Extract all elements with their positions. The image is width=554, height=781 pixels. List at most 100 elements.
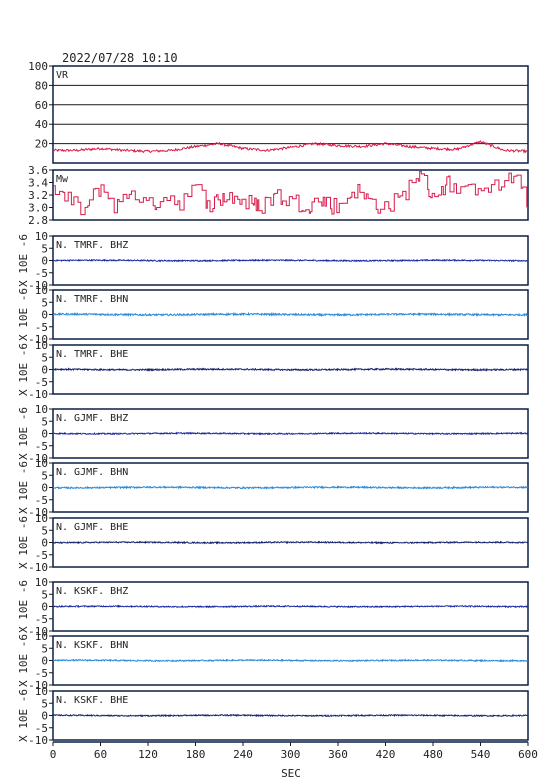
waveform-label-n-kskf-bhz: N. KSKF. BHZ [56,586,128,597]
waveform-n-gjmf-bhz-y-tick-label: 5 [41,415,48,428]
waveform-series-n-kskf-bhn [52,658,529,663]
vr-panel-frame [52,65,529,164]
waveform-y-axis-title: X 10E -6 [17,516,30,569]
waveform-n-kskf-bhn-y-tick-label: 10 [35,630,48,643]
x-tick-label: 420 [376,748,396,761]
vr-panel-label: VR [56,70,69,81]
waveform-n-gjmf-bhn-y-tick-label: 10 [35,457,48,470]
waveform-label-n-tmrf-bhz: N. TMRF. BHZ [56,240,128,251]
waveform-n-gjmf-bhe-y-tick-label: 0 [41,537,48,550]
waveform-n-gjmf-bhn-y-tick-label: -5 [35,494,48,507]
waveform-y-axis-title: X 10E -6 [17,689,30,742]
x-tick-label: 540 [471,748,491,761]
waveform-y-axis-title: X 10E -6 [17,343,30,396]
waveform-series-n-kskf-bhe [52,713,529,718]
waveform-n-kskf-bhz-y-tick-label: 10 [35,576,48,589]
x-tick-label: 60 [94,748,107,761]
waveform-y-axis-title: X 10E -6 [17,407,30,460]
waveform-series-n-gjmf-bhn [52,485,529,490]
waveform-n-tmrf-bhe-y-tick-label: -5 [35,376,48,389]
waveform-label-n-gjmf-bhz: N. GJMF. BHZ [56,413,128,424]
waveform-label-n-tmrf-bhn: N. TMRF. BHN [56,294,128,305]
x-axis: 0 60 120 180 240 300 360 420 480 540 600 [50,741,538,761]
waveform-n-gjmf-bhz-y-tick-label: -5 [35,440,48,453]
vr-panel: 20 40 60 80 100 VR [28,60,529,164]
waveform-n-gjmf-bhn-y-tick-label: 0 [41,482,48,495]
x-tick-label: 180 [186,748,206,761]
waveform-n-kskf-bhe-y-tick-label: 5 [41,697,48,710]
vr-y-tick-label: 100 [28,60,48,73]
waveform-n-gjmf-bhz-y-tick-label: 10 [35,403,48,416]
waveform-n-kskf-bhz-y-tick-label: -5 [35,613,48,626]
waveform-n-kskf-bhe-y-tick-label: 10 [35,685,48,698]
waveform-n-tmrf-bhz-y-tick-label: -10 [28,279,48,292]
waveform-series-n-kskf-bhz [52,604,529,609]
x-tick-label: 120 [138,748,158,761]
waveform-label-n-tmrf-bhe: N. TMRF. BHE [56,349,128,360]
waveform-n-kskf-bhn-y-tick-label: -5 [35,667,48,680]
waveform-n-tmrf-bhe-y-tick-label: 5 [41,351,48,364]
waveform-label-n-gjmf-bhe: N. GJMF. BHE [56,522,128,533]
waveform-n-tmrf-bhz-y-tick-label: -5 [35,267,48,280]
waveform-n-kskf-bhe-y-tick-label: 0 [41,710,48,723]
waveform-n-kskf-bhz-y-tick-label: 5 [41,588,48,601]
vr-y-tick-label: 40 [35,118,48,131]
x-tick-label: 0 [50,748,57,761]
waveform-y-axis-title: X 10E -6 [17,288,30,341]
waveform-n-tmrf-bhn-y-tick-label: -5 [35,321,48,334]
waveform-n-kskf-bhe-y-tick-label: -10 [28,734,48,747]
vr-series-line [52,140,529,155]
x-tick-label: 300 [281,748,301,761]
x-tick-label: 360 [328,748,348,761]
waveform-n-gjmf-bhz-y-tick-label: -10 [28,452,48,465]
mw-y-tick-label: 3.4 [28,177,48,190]
waveform-n-gjmf-bhe-y-tick-label: 5 [41,524,48,537]
waveform-y-axis-title: X 10E -6 [17,634,30,687]
waveform-n-tmrf-bhn-y-tick-label: 10 [35,284,48,297]
waveform-n-kskf-bhz-y-tick-label: 0 [41,601,48,614]
vr-y-tick-label: 60 [35,99,48,112]
waveform-n-gjmf-bhn-y-tick-label: -10 [28,506,48,519]
waveform-n-tmrf-bhe-y-tick-label: 10 [35,339,48,352]
waveform-n-tmrf-bhn-y-tick-label: 0 [41,309,48,322]
waveform-n-kskf-bhn-y-tick-label: 5 [41,642,48,655]
chart-title: 2022/07/28 10:10 [62,51,178,65]
waveform-y-axis-title: X 10E -6 [17,461,30,514]
waveform-n-tmrf-bhn-y-tick-label: -10 [28,333,48,346]
waveform-series-n-tmrf-bhn [52,311,529,318]
vr-y-tick-label: 80 [35,79,48,92]
waveform-label-n-kskf-bhe: N. KSKF. BHE [56,695,128,706]
mw-panel-label: Mw [56,174,69,185]
waveform-series-n-tmrf-bhz [52,258,529,263]
panels: 20406080100VR2.83.03.23.43.6Mw-10-50510N… [17,60,529,747]
waveform-label-n-kskf-bhn: N. KSKF. BHN [56,640,128,651]
waveform-n-tmrf-bhz-y-tick-label: 0 [41,255,48,268]
waveform-n-kskf-bhe-y-tick-label: -5 [35,722,48,735]
waveform-n-kskf-bhz-y-tick-label: -10 [28,625,48,638]
waveform-n-tmrf-bhe-y-tick-label: -10 [28,388,48,401]
waveform-n-gjmf-bhe-y-tick-label: -5 [35,549,48,562]
waveform-series-n-tmrf-bhe [52,367,529,372]
waveform-label-n-gjmf-bhn: N. GJMF. BHN [56,467,128,478]
waveform-n-tmrf-bhe-y-tick-label: 0 [41,364,48,377]
waveform-series-n-gjmf-bhz [52,431,529,436]
vr-y-tick-label: 20 [35,138,48,151]
waveform-n-tmrf-bhz-y-tick-label: 5 [41,242,48,255]
mw-series-line [53,170,528,216]
waveform-n-tmrf-bhz-y-tick-label: 10 [35,230,48,243]
waveform-n-gjmf-bhe-y-tick-label: 10 [35,512,48,525]
x-axis-title: SEC [281,767,301,780]
mw-y-tick-label: 2.8 [28,214,48,227]
waveform-n-kskf-bhn-y-tick-label: 0 [41,655,48,668]
mw-panel-frame [52,169,529,221]
